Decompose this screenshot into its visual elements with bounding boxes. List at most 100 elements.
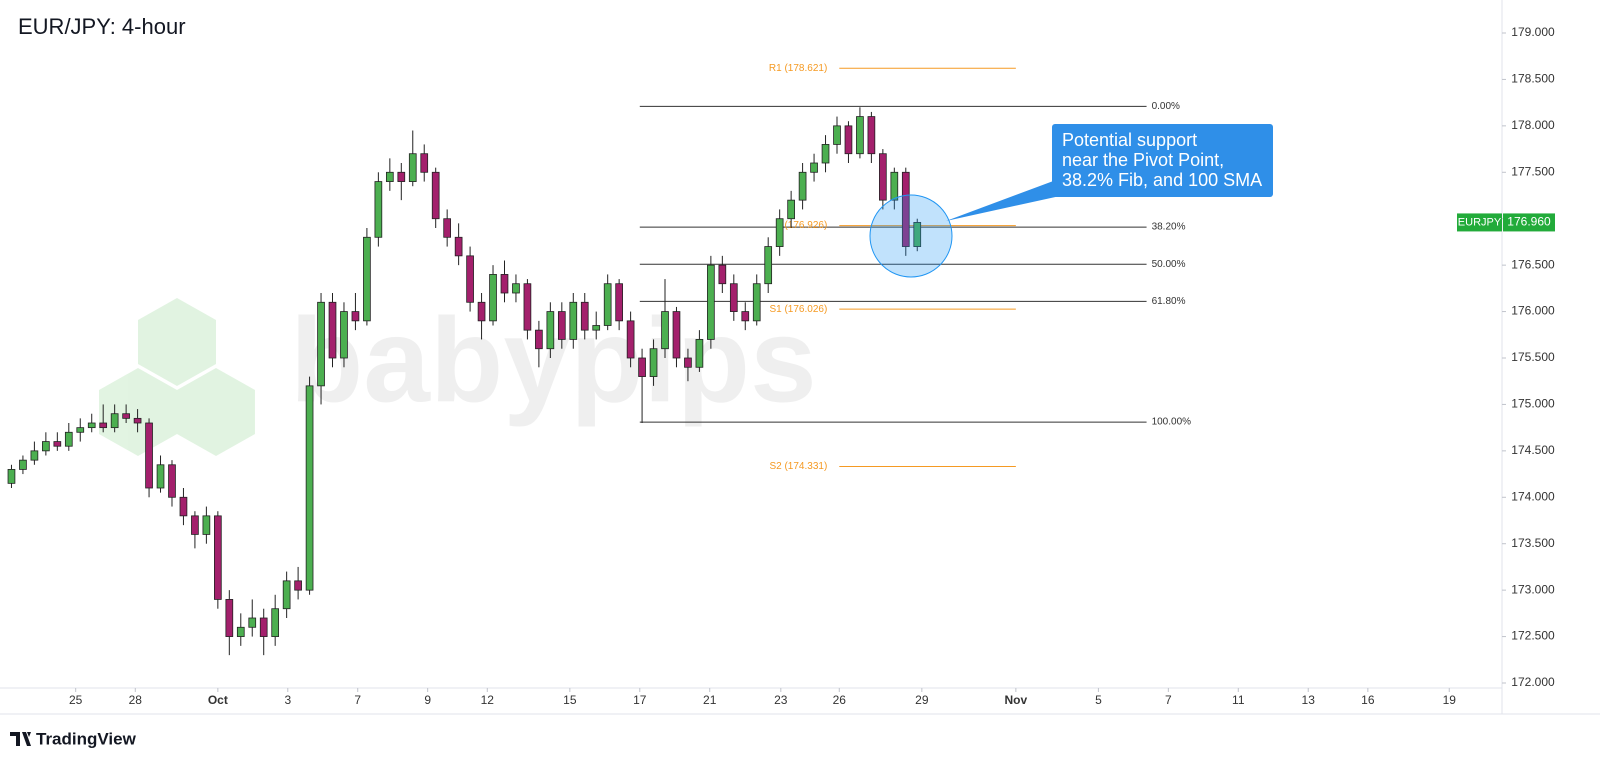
candle-body — [271, 608, 280, 637]
candle-body — [53, 441, 62, 447]
candle-body — [420, 153, 429, 173]
pivot-label: S2 (174.331) — [769, 461, 827, 472]
candle-body — [535, 329, 543, 350]
brand-name: TradingView — [36, 729, 137, 748]
candle-body — [225, 599, 234, 637]
pivot-label: P (176.926) — [775, 220, 827, 231]
candle-body — [443, 218, 452, 238]
candle-body — [466, 255, 474, 303]
plot-area: 0.00% 38.20% 50.00% 61.80% 100.00% R1 (178.62… — [7, 63, 1192, 656]
y-tick-label: 172.500 — [1511, 629, 1555, 643]
candle-body — [305, 385, 314, 591]
candle-body — [512, 283, 520, 294]
fib-label: 50.00% — [1152, 259, 1186, 270]
pivot-label: S1 (176.026) — [769, 304, 827, 315]
y-tick-label: 175.500 — [1511, 350, 1555, 364]
candle-body — [351, 311, 360, 322]
x-tick-label: 28 — [129, 693, 143, 707]
candle-body — [30, 450, 39, 461]
candle-body — [328, 301, 337, 359]
candle-body — [374, 181, 383, 238]
highlight-circle — [869, 194, 953, 278]
candle-body — [42, 441, 50, 452]
callout-box — [1052, 124, 1273, 197]
brand-logo — [10, 732, 31, 746]
price-tag-label: 176.960 — [1507, 215, 1551, 229]
price-tag-symbol-bg — [1457, 213, 1502, 232]
candle-body — [741, 311, 750, 322]
x-tick-label: 7 — [354, 693, 361, 707]
candle-body — [179, 496, 188, 517]
candle-body — [397, 171, 406, 182]
candle-body — [202, 515, 211, 535]
candle-body — [454, 236, 463, 257]
candle-body — [133, 417, 142, 424]
candle-body — [122, 413, 130, 419]
x-tick-label: 29 — [915, 693, 929, 707]
x-tick-label: 19 — [1443, 693, 1457, 707]
candle-body — [718, 264, 727, 285]
watermark-logo — [99, 298, 255, 456]
candle-body — [626, 320, 635, 359]
candle-body — [168, 464, 176, 498]
pivot-label: R1 (178.621) — [769, 63, 827, 74]
candle-body — [340, 311, 348, 359]
candle-body — [408, 153, 417, 182]
candle-body — [7, 469, 16, 484]
y-tick-label: 173.000 — [1511, 582, 1555, 596]
x-tick-label: 26 — [833, 693, 847, 707]
candle-body — [661, 311, 669, 350]
candle-body — [752, 283, 761, 322]
candle-body — [649, 348, 658, 377]
candle-body — [672, 311, 681, 359]
x-tick-label: 12 — [481, 693, 495, 707]
x-tick-label: 17 — [633, 693, 647, 707]
y-tick-label: 179.000 — [1511, 25, 1555, 39]
y-tick-label: 177.500 — [1511, 164, 1555, 178]
candle-body — [477, 301, 486, 322]
y-tick-label: 173.500 — [1511, 536, 1555, 550]
x-tick-label: 13 — [1302, 693, 1316, 707]
candle-body — [615, 283, 623, 322]
candle-body — [99, 422, 108, 429]
x-tick-label: Oct — [208, 693, 228, 707]
candle-body — [523, 283, 532, 331]
candle-body — [489, 274, 497, 322]
candle-body — [890, 171, 899, 201]
candle-body — [431, 171, 440, 220]
candle-body — [833, 125, 841, 145]
candle-body — [145, 422, 153, 489]
candle-body — [821, 144, 830, 164]
fib-label: 38.20% — [1152, 222, 1186, 233]
callout-text: Potential support — [1062, 130, 1197, 150]
chart-title: EUR/JPY: 4-hour — [18, 14, 186, 39]
fib-label: 100.00% — [1152, 417, 1192, 428]
candle-body — [156, 464, 165, 489]
x-tick-label: 11 — [1232, 693, 1245, 707]
candle-body — [500, 274, 509, 294]
y-tick-label: 176.500 — [1511, 257, 1555, 271]
candle-body — [798, 171, 807, 201]
candle-body — [259, 617, 268, 637]
candle-body — [684, 357, 692, 368]
candle-body — [317, 301, 325, 387]
candle-body — [592, 325, 601, 331]
candle-body — [191, 515, 199, 535]
y-tick-label: 174.000 — [1511, 489, 1555, 503]
candle-body — [707, 264, 715, 340]
candle-body — [363, 236, 371, 322]
candle-body — [775, 218, 784, 247]
callout-text: 38.2% Fib, and 100 SMA — [1062, 170, 1262, 190]
candle-body — [248, 617, 257, 628]
candle-body — [844, 125, 853, 155]
candle-body — [110, 413, 119, 429]
candle-body — [879, 153, 887, 201]
x-tick-label: 7 — [1165, 693, 1172, 707]
fib-label: 61.80% — [1152, 296, 1186, 307]
candle-body — [867, 116, 876, 155]
x-tick-label: Nov — [1005, 693, 1028, 707]
y-tick-label: 178.000 — [1511, 118, 1555, 132]
y-tick-label: 172.000 — [1511, 675, 1555, 689]
x-tick-label: 9 — [424, 693, 431, 707]
